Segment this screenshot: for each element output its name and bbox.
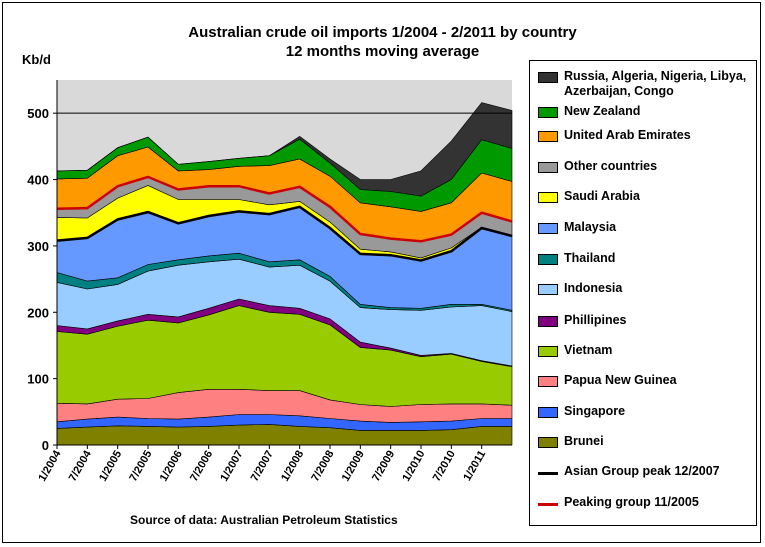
y-tick-label: 200 xyxy=(27,305,49,320)
x-tick-label: 7/2010 xyxy=(431,449,458,484)
legend-item: Phillipines xyxy=(538,313,753,328)
legend-swatch xyxy=(538,376,558,387)
legend-line-key xyxy=(538,503,558,506)
y-tick-label: 100 xyxy=(27,372,49,387)
x-tick-label: 1/2008 xyxy=(279,449,306,484)
x-tick-label: 1/2004 xyxy=(36,448,64,484)
x-tick-label: 7/2008 xyxy=(309,449,336,484)
y-tick-label: 0 xyxy=(42,438,49,453)
line-peaking-group-11-2005 xyxy=(56,175,513,243)
legend-swatch xyxy=(538,254,558,265)
legend-label: Singapore xyxy=(564,404,626,418)
legend-item: Brunei xyxy=(538,434,753,449)
legend-label: Peaking group 11/2005 xyxy=(564,495,699,509)
legend-label: Asian Group peak 12/2007 xyxy=(564,464,720,478)
x-tick-label: 1/2005 xyxy=(97,449,124,484)
legend-item: Peaking group 11/2005 xyxy=(538,495,753,510)
legend-label: Malaysia xyxy=(564,220,617,234)
y-tick-label: 400 xyxy=(27,173,49,188)
legend-label: Brunei xyxy=(564,434,604,448)
legend-swatch xyxy=(538,162,558,173)
x-tick-label: 7/2007 xyxy=(249,449,276,484)
legend-swatch xyxy=(538,223,558,234)
x-tick-label: 1/2006 xyxy=(158,449,185,484)
x-tick-label: 7/2004 xyxy=(67,448,95,484)
legend-swatch xyxy=(538,316,558,327)
legend: Russia, Algeria, Nigeria, Libya, Azerbai… xyxy=(529,60,757,526)
legend-item: Malaysia xyxy=(538,220,753,235)
source-note: Source of data: Australian Petroleum Sta… xyxy=(130,513,398,527)
legend-item: New Zealand xyxy=(538,104,753,119)
x-tick-label: 1/2010 xyxy=(400,449,427,484)
legend-label: United Arab Emirates xyxy=(564,128,691,142)
legend-item: Papua New Guinea xyxy=(538,373,753,388)
legend-line-key xyxy=(538,472,558,475)
x-tick-label: 7/2006 xyxy=(188,449,215,484)
legend-swatch xyxy=(538,131,558,142)
x-tick-label: 1/2011 xyxy=(461,448,488,483)
legend-swatch xyxy=(538,107,558,118)
legend-item: Indonesia xyxy=(538,281,753,296)
chart-subtitle: 12 months moving average xyxy=(285,43,480,60)
legend-item: Thailand xyxy=(538,251,753,266)
legend-item: Saudi Arabia xyxy=(538,189,753,204)
legend-label: Thailand xyxy=(564,251,616,265)
legend-label: Saudi Arabia xyxy=(564,189,640,203)
area-russia-algeria-nigeria-libya-azerbaijan-congo xyxy=(56,102,513,197)
legend-item: Russia, Algeria, Nigeria, Libya, Azerbai… xyxy=(538,69,753,99)
legend-label: Russia, Algeria, Nigeria, Libya, Azerbai… xyxy=(564,69,747,98)
legend-swatch xyxy=(538,192,558,203)
legend-label: Vietnam xyxy=(564,343,613,357)
y-axis-label: Kb/d xyxy=(22,52,51,67)
legend-label: Indonesia xyxy=(564,281,623,295)
x-tick-label: 7/2009 xyxy=(370,449,397,484)
chart-title: Australian crude oil imports 1/2004 - 2/… xyxy=(188,24,577,41)
line-asian-group-peak-12-2007 xyxy=(56,205,513,262)
x-tick-label: 1/2009 xyxy=(340,449,367,484)
x-tick-label: 7/2005 xyxy=(127,449,154,484)
legend-label: Other countries xyxy=(564,159,658,173)
legend-item: Vietnam xyxy=(538,343,753,358)
legend-item: Asian Group peak 12/2007 xyxy=(538,464,753,479)
x-tick-label: 1/2007 xyxy=(218,449,245,484)
legend-swatch xyxy=(538,284,558,295)
legend-label: Papua New Guinea xyxy=(564,373,677,387)
legend-item: Other countries xyxy=(538,159,753,174)
legend-swatch xyxy=(538,437,558,448)
legend-item: Singapore xyxy=(538,404,753,419)
legend-label: Phillipines xyxy=(564,313,627,327)
y-tick-label: 300 xyxy=(27,239,49,254)
legend-label: New Zealand xyxy=(564,104,641,118)
y-tick-label: 500 xyxy=(27,106,49,121)
legend-swatch xyxy=(538,407,558,418)
legend-item: United Arab Emirates xyxy=(538,128,753,143)
legend-swatch xyxy=(538,346,558,357)
legend-swatch xyxy=(538,72,558,83)
